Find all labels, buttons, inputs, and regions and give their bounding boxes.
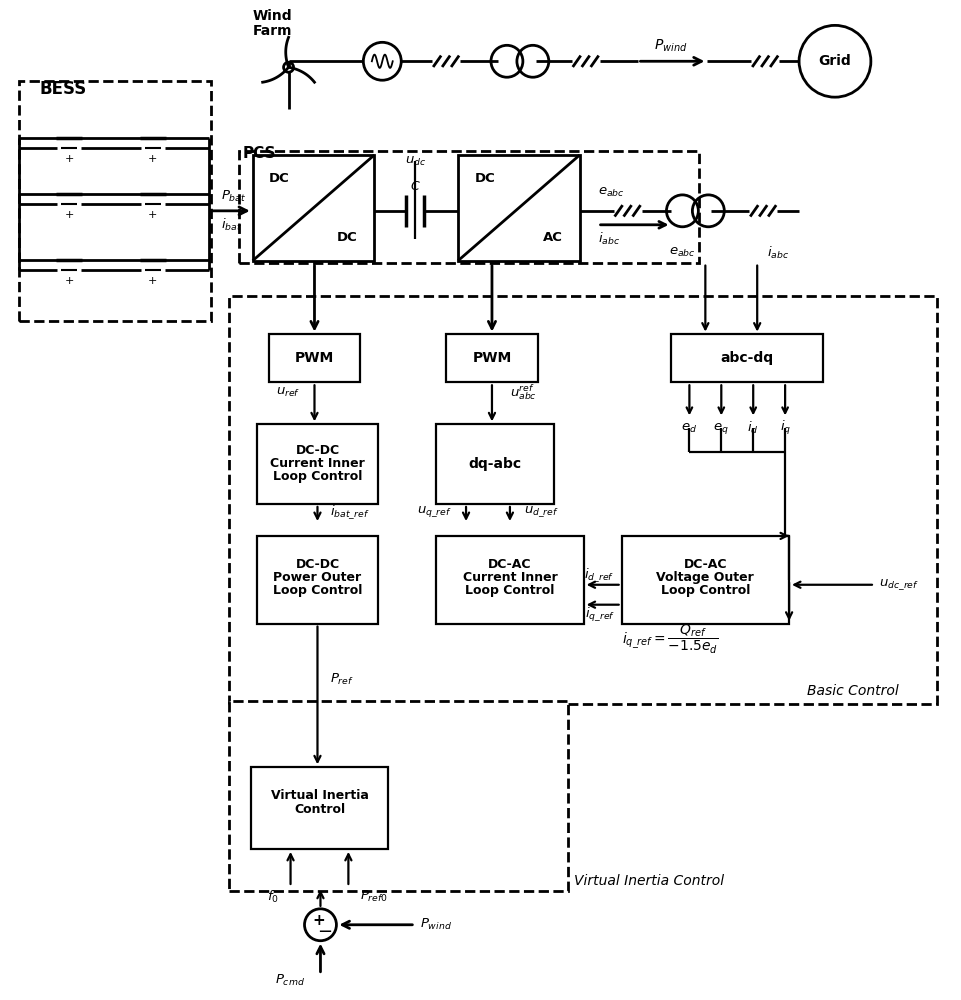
Bar xyxy=(621,536,788,624)
Bar xyxy=(251,767,388,849)
Text: Control: Control xyxy=(294,803,345,816)
Text: $i_{bat}$: $i_{bat}$ xyxy=(220,217,241,233)
Text: Virtual Inertia Control: Virtual Inertia Control xyxy=(573,874,723,888)
Text: $i_{q\_ref}$: $i_{q\_ref}$ xyxy=(585,606,615,624)
Text: PWM: PWM xyxy=(472,351,511,365)
Text: Virtual Inertia: Virtual Inertia xyxy=(270,789,368,802)
Text: Wind: Wind xyxy=(253,9,292,23)
Text: $P_{wind}$: $P_{wind}$ xyxy=(420,917,452,932)
Bar xyxy=(19,81,210,321)
Text: +: + xyxy=(311,913,325,928)
Text: DC: DC xyxy=(474,172,495,185)
Text: $u_{ref}$: $u_{ref}$ xyxy=(276,386,300,399)
Text: $i_{abc}$: $i_{abc}$ xyxy=(766,245,789,261)
Bar xyxy=(435,536,583,624)
Bar xyxy=(257,536,378,624)
Text: Farm: Farm xyxy=(253,24,292,38)
Text: $u_{d\_ref}$: $u_{d\_ref}$ xyxy=(524,505,558,519)
Bar xyxy=(671,334,823,382)
Circle shape xyxy=(283,62,293,72)
Text: Basic Control: Basic Control xyxy=(806,684,898,698)
Text: DC: DC xyxy=(336,231,357,244)
Bar xyxy=(253,155,374,261)
Text: $i_d$: $i_d$ xyxy=(747,420,758,436)
Text: $P_{bat}$: $P_{bat}$ xyxy=(220,189,246,204)
Bar xyxy=(446,334,537,382)
Bar xyxy=(229,296,936,704)
Text: DC: DC xyxy=(269,172,289,185)
Text: Loop Control: Loop Control xyxy=(465,584,554,597)
Text: BESS: BESS xyxy=(39,80,86,98)
Text: C: C xyxy=(410,180,419,193)
Text: DC-AC: DC-AC xyxy=(683,558,727,571)
Text: +: + xyxy=(64,276,74,286)
Text: $P_{ref0}$: $P_{ref0}$ xyxy=(360,889,388,904)
Text: Power Outer: Power Outer xyxy=(273,571,361,584)
Text: PWM: PWM xyxy=(295,351,333,365)
Text: Loop Control: Loop Control xyxy=(660,584,750,597)
Text: Grid: Grid xyxy=(818,54,850,68)
Text: $f_0$: $f_0$ xyxy=(266,889,279,905)
Text: Current Inner: Current Inner xyxy=(462,571,556,584)
Text: $P_{cmd}$: $P_{cmd}$ xyxy=(275,973,306,988)
Bar xyxy=(435,424,554,504)
Text: $P_{ref}$: $P_{ref}$ xyxy=(330,672,354,687)
Text: $P_{wind}$: $P_{wind}$ xyxy=(653,37,687,54)
Text: PCS: PCS xyxy=(242,146,276,161)
Text: DC-AC: DC-AC xyxy=(487,558,531,571)
Bar xyxy=(238,151,699,263)
Text: Loop Control: Loop Control xyxy=(273,584,361,597)
Text: abc-dq: abc-dq xyxy=(720,351,773,365)
Text: $u^{ref}_{abc}$: $u^{ref}_{abc}$ xyxy=(509,382,536,402)
Bar xyxy=(229,701,567,891)
Bar xyxy=(457,155,579,261)
Text: $u_{dc\_ref}$: $u_{dc\_ref}$ xyxy=(878,577,918,592)
Bar xyxy=(257,424,378,504)
Text: +: + xyxy=(148,276,158,286)
Text: dq-abc: dq-abc xyxy=(468,457,521,471)
Circle shape xyxy=(799,25,870,97)
Text: Current Inner: Current Inner xyxy=(270,457,364,470)
Text: DC-DC: DC-DC xyxy=(295,444,339,457)
Text: +: + xyxy=(64,154,74,164)
Text: Loop Control: Loop Control xyxy=(273,470,361,483)
Text: $i_q$: $i_q$ xyxy=(778,419,790,437)
Text: +: + xyxy=(148,154,158,164)
Bar xyxy=(268,334,360,382)
Text: +: + xyxy=(64,210,74,220)
Text: $e_{abc}$: $e_{abc}$ xyxy=(668,246,695,259)
Text: $e_{abc}$: $e_{abc}$ xyxy=(597,186,624,199)
Circle shape xyxy=(305,909,336,941)
Text: DC-DC: DC-DC xyxy=(295,558,339,571)
Text: $i_{bat\_ref}$: $i_{bat\_ref}$ xyxy=(330,503,370,521)
Text: AC: AC xyxy=(542,231,562,244)
Text: +: + xyxy=(148,210,158,220)
Text: $e_q$: $e_q$ xyxy=(713,421,728,436)
Text: $-$: $-$ xyxy=(316,921,332,939)
Text: Voltage Outer: Voltage Outer xyxy=(655,571,753,584)
Text: $u_{q\_ref}$: $u_{q\_ref}$ xyxy=(417,504,452,519)
Text: $u_{dc}$: $u_{dc}$ xyxy=(405,154,426,168)
Text: $e_d$: $e_d$ xyxy=(680,422,697,435)
Text: $i_{q\_ref} = \dfrac{Q_{ref}}{-1.5e_d}$: $i_{q\_ref} = \dfrac{Q_{ref}}{-1.5e_d}$ xyxy=(621,623,717,656)
Text: $i_{abc}$: $i_{abc}$ xyxy=(597,231,619,247)
Text: $i_{d\_ref}$: $i_{d\_ref}$ xyxy=(584,566,614,584)
